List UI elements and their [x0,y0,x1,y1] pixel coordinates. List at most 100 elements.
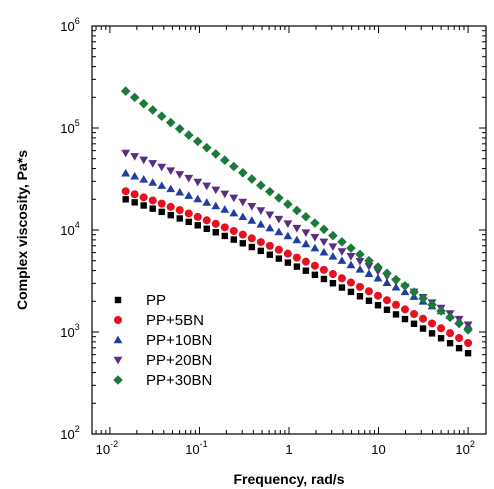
data-point [203,225,210,232]
data-point [212,229,219,236]
data-point [221,232,228,240]
data-point [364,255,374,266]
data-point [347,288,355,296]
data-point [265,211,275,220]
data-point [346,253,356,261]
data-point [364,262,374,271]
y-axis-label: Complex viscosity, Pa*s [14,150,30,310]
data-point [454,318,464,329]
data-point [328,252,338,260]
data-point [355,257,365,266]
legend-marker [114,316,122,324]
data-point [238,198,248,207]
data-point [175,187,185,196]
y-tick-label: 105 [60,118,79,136]
data-point [229,161,239,172]
data-point [274,193,284,203]
data-point [382,296,391,305]
x-axis-ticks: 10-2 10-1 1 10 102 [95,26,475,457]
data-point [120,86,131,96]
data-point [122,196,129,203]
data-point [183,130,194,140]
data-point [346,243,356,253]
data-point [329,280,337,287]
data-point [247,216,257,224]
data-point [410,309,419,318]
data-point [364,269,374,278]
data-point [247,234,256,243]
data-point [346,278,355,287]
data-point [131,199,138,206]
data-point [455,334,464,343]
data-point [121,149,131,158]
y-tick-label: 104 [60,220,79,238]
data-point [328,243,338,252]
legend-label: PP+5BN [146,312,204,329]
data-point [139,174,149,183]
data-point [194,222,201,229]
data-point [311,271,319,279]
data-point [185,218,192,226]
data-point [157,181,167,189]
data-point [121,187,130,196]
series-pp-10bn [121,168,473,330]
data-point [238,167,248,178]
data-point [337,248,347,256]
data-point [319,265,328,274]
data-point [193,194,203,203]
data-point [364,287,373,296]
data-point [319,224,329,235]
data-point [419,325,427,332]
data-point [229,208,239,217]
y-axis-ticks: 102 103 104 105 106 [60,16,486,442]
data-point [310,234,320,242]
data-point [328,270,337,279]
data-point [157,163,167,172]
data-point [211,186,221,195]
data-point [148,178,158,186]
data-point [337,237,347,247]
data-point [202,216,211,225]
data-point [140,202,147,209]
data-point [139,156,149,165]
data-point [337,256,347,264]
data-point [167,211,174,219]
data-point [239,240,247,247]
data-point [211,201,221,210]
data-point [210,149,221,159]
data-point [166,167,176,175]
data-point [382,268,392,279]
series-pp-30bn [120,86,473,335]
data-point [211,219,220,228]
data-series [120,86,473,357]
data-point [328,230,338,241]
data-point [301,229,311,237]
data-point [391,274,401,285]
data-point [256,238,265,247]
data-point [166,202,175,211]
data-point [446,339,454,347]
data-point [176,215,183,222]
data-point [383,306,391,313]
data-point [257,247,265,255]
data-point [201,142,212,153]
data-point [337,274,346,283]
data-point [256,180,266,191]
data-point [428,330,436,337]
data-point [184,209,193,218]
data-point [175,171,185,179]
data-point [219,155,230,166]
data-point [174,123,185,134]
data-point [156,111,167,122]
legend-label: PP+10BN [146,332,212,349]
data-point [148,196,157,205]
data-point [392,300,401,309]
data-point [157,199,166,208]
data-point [148,160,158,168]
data-point [130,171,140,180]
data-point [365,297,373,304]
data-point [238,230,247,239]
series-pp [122,196,472,357]
data-point [418,293,428,304]
data-point [292,224,302,233]
